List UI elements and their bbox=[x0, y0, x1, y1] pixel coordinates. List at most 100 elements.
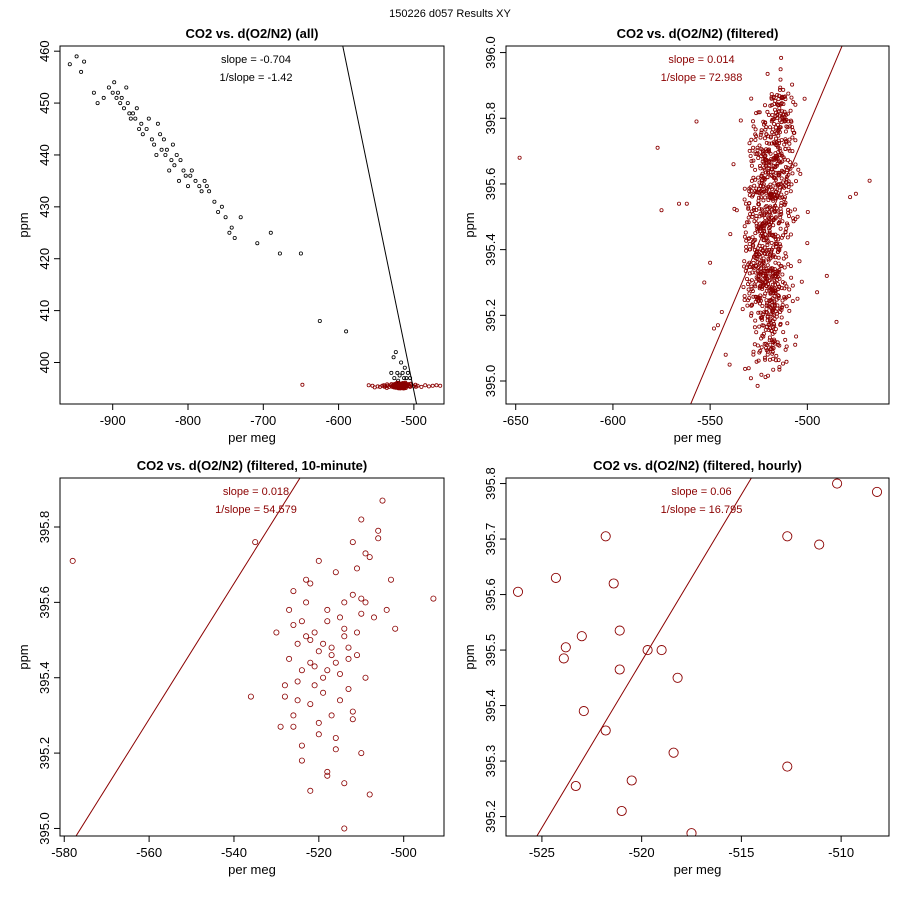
data-point bbox=[785, 235, 790, 240]
data-point bbox=[247, 693, 254, 700]
data-point bbox=[765, 276, 770, 281]
chart-ten-minute: CO2 vs. d(O2/N2) (filtered, 10-minute) sl… bbox=[16, 458, 445, 877]
data-point bbox=[772, 299, 777, 304]
data-point bbox=[760, 248, 765, 253]
data-point bbox=[777, 343, 782, 348]
data-point bbox=[353, 652, 360, 659]
data-point bbox=[746, 205, 751, 210]
data-point bbox=[782, 157, 787, 162]
data-point bbox=[763, 153, 768, 158]
data-point bbox=[294, 640, 301, 647]
x-tick-label: -510 bbox=[828, 845, 854, 860]
data-point bbox=[616, 805, 627, 817]
data-point bbox=[805, 209, 810, 214]
slope-annotation: slope = -0.704 bbox=[221, 54, 291, 66]
data-point bbox=[777, 367, 782, 372]
data-point bbox=[672, 672, 683, 683]
y-tick-label: 395.6 bbox=[483, 578, 498, 611]
data-point bbox=[169, 158, 174, 163]
data-point bbox=[871, 486, 883, 497]
data-point bbox=[757, 261, 762, 266]
data-point bbox=[311, 663, 318, 670]
data-point bbox=[614, 664, 625, 675]
data-point bbox=[775, 93, 780, 98]
data-point bbox=[715, 323, 720, 328]
data-point bbox=[759, 225, 764, 230]
data-point bbox=[755, 229, 760, 234]
y-tick-label: 395.2 bbox=[483, 299, 498, 332]
data-point bbox=[751, 243, 756, 248]
data-point bbox=[767, 164, 772, 169]
data-point bbox=[742, 264, 747, 269]
data-point bbox=[777, 242, 782, 247]
data-point bbox=[423, 383, 428, 388]
data-point bbox=[764, 140, 769, 145]
data-point bbox=[824, 273, 829, 278]
data-point bbox=[783, 347, 788, 352]
data-point bbox=[763, 195, 768, 200]
data-point bbox=[802, 96, 807, 101]
slope-annotation: 1/slope = 16.795 bbox=[661, 504, 743, 516]
data-point bbox=[303, 633, 310, 640]
data-point bbox=[792, 207, 797, 212]
data-point bbox=[167, 168, 172, 173]
data-point bbox=[402, 365, 407, 370]
data-point bbox=[770, 349, 775, 354]
series-filtered bbox=[300, 380, 443, 391]
data-point bbox=[787, 148, 792, 153]
data-point bbox=[742, 234, 747, 239]
data-point bbox=[747, 201, 752, 206]
data-point bbox=[757, 271, 762, 276]
data-point bbox=[763, 103, 768, 108]
data-point bbox=[783, 200, 788, 205]
data-point bbox=[784, 284, 789, 289]
point-cluster bbox=[743, 295, 789, 388]
data-point bbox=[159, 147, 164, 152]
fit-line bbox=[342, 46, 418, 404]
data-point bbox=[152, 142, 157, 147]
data-point bbox=[744, 220, 749, 225]
data-point bbox=[787, 308, 792, 313]
data-point bbox=[379, 497, 386, 504]
data-point bbox=[353, 629, 360, 636]
data-point bbox=[783, 164, 788, 169]
data-point bbox=[746, 366, 751, 371]
data-point bbox=[764, 324, 769, 329]
data-point bbox=[746, 215, 751, 220]
data-point bbox=[752, 342, 757, 347]
y-tick-label: 395.4 bbox=[483, 689, 498, 722]
data-point bbox=[785, 221, 790, 226]
data-point bbox=[767, 141, 772, 146]
data-point bbox=[769, 92, 774, 97]
data-point bbox=[307, 787, 314, 794]
data-point bbox=[782, 265, 787, 270]
data-point bbox=[757, 180, 762, 185]
plot-area bbox=[69, 478, 437, 836]
data-point bbox=[668, 747, 679, 758]
data-point bbox=[766, 226, 771, 231]
data-point bbox=[748, 153, 753, 158]
data-point bbox=[834, 319, 839, 324]
data-point bbox=[776, 358, 781, 363]
data-point bbox=[777, 106, 782, 111]
data-point bbox=[750, 235, 755, 240]
data-point bbox=[158, 132, 163, 137]
data-point bbox=[204, 184, 209, 189]
data-point bbox=[324, 618, 331, 625]
data-point bbox=[790, 149, 795, 154]
data-point bbox=[754, 359, 759, 364]
data-point bbox=[776, 294, 781, 299]
data-point bbox=[796, 167, 801, 172]
data-point bbox=[298, 667, 305, 674]
x-axis-label: per meg bbox=[228, 862, 276, 877]
data-point bbox=[770, 266, 775, 271]
data-point bbox=[345, 655, 352, 662]
y-tick-label: 395.8 bbox=[483, 467, 498, 500]
data-point bbox=[747, 141, 752, 146]
data-point bbox=[751, 294, 756, 299]
data-point bbox=[747, 291, 752, 296]
data-point bbox=[294, 697, 301, 704]
data-point bbox=[298, 757, 305, 764]
data-point bbox=[776, 170, 781, 175]
data-point bbox=[750, 265, 755, 270]
